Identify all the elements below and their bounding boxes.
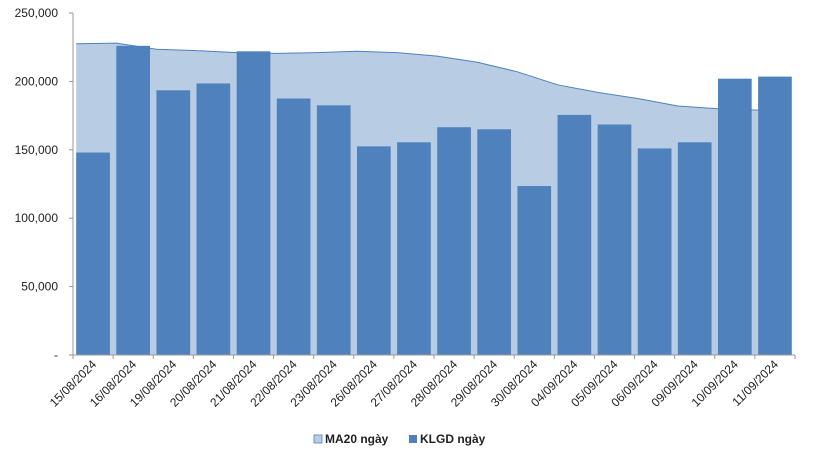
bar-19-08-2024 <box>156 90 191 356</box>
bar-30-08-2024 <box>517 186 552 355</box>
y-tick-label: 200,000 <box>15 74 59 88</box>
bar-22-08-2024 <box>276 98 311 355</box>
bar-23-08-2024 <box>316 105 351 355</box>
bar-09-09-2024 <box>677 142 712 355</box>
bar-16-08-2024 <box>116 45 151 355</box>
bar-27-08-2024 <box>397 142 431 355</box>
bar-10-09-2024 <box>717 78 752 355</box>
ma20-line <box>76 42 759 111</box>
legend: MA20 ngày KLGD ngày <box>313 432 486 446</box>
bar-21-08-2024 <box>236 51 271 355</box>
legend-label-ma20: MA20 ngày <box>325 432 389 446</box>
y-tick-label: 250,000 <box>15 6 59 20</box>
legend-swatch-klgd <box>409 435 417 443</box>
bar-06-09-2024 <box>637 148 672 355</box>
bar-05-09-2024 <box>597 124 632 355</box>
bar-11-09-2024 <box>758 76 792 355</box>
bar-20-08-2024 <box>196 83 231 356</box>
y-tick-label: - <box>54 348 58 362</box>
bar-29-08-2024 <box>477 129 512 355</box>
y-tick-label: 100,000 <box>15 211 59 225</box>
bar-04-09-2024 <box>557 114 592 355</box>
bar-26-08-2024 <box>356 146 391 355</box>
bar-28-08-2024 <box>437 127 471 355</box>
bar-layer <box>76 45 792 356</box>
legend-label-klgd: KLGD ngày <box>420 432 486 446</box>
y-tick-label: 50,000 <box>21 280 58 294</box>
bar-15-08-2024 <box>76 152 110 355</box>
y-tick-label: 150,000 <box>15 143 59 157</box>
legend-swatch-ma20 <box>313 434 323 444</box>
